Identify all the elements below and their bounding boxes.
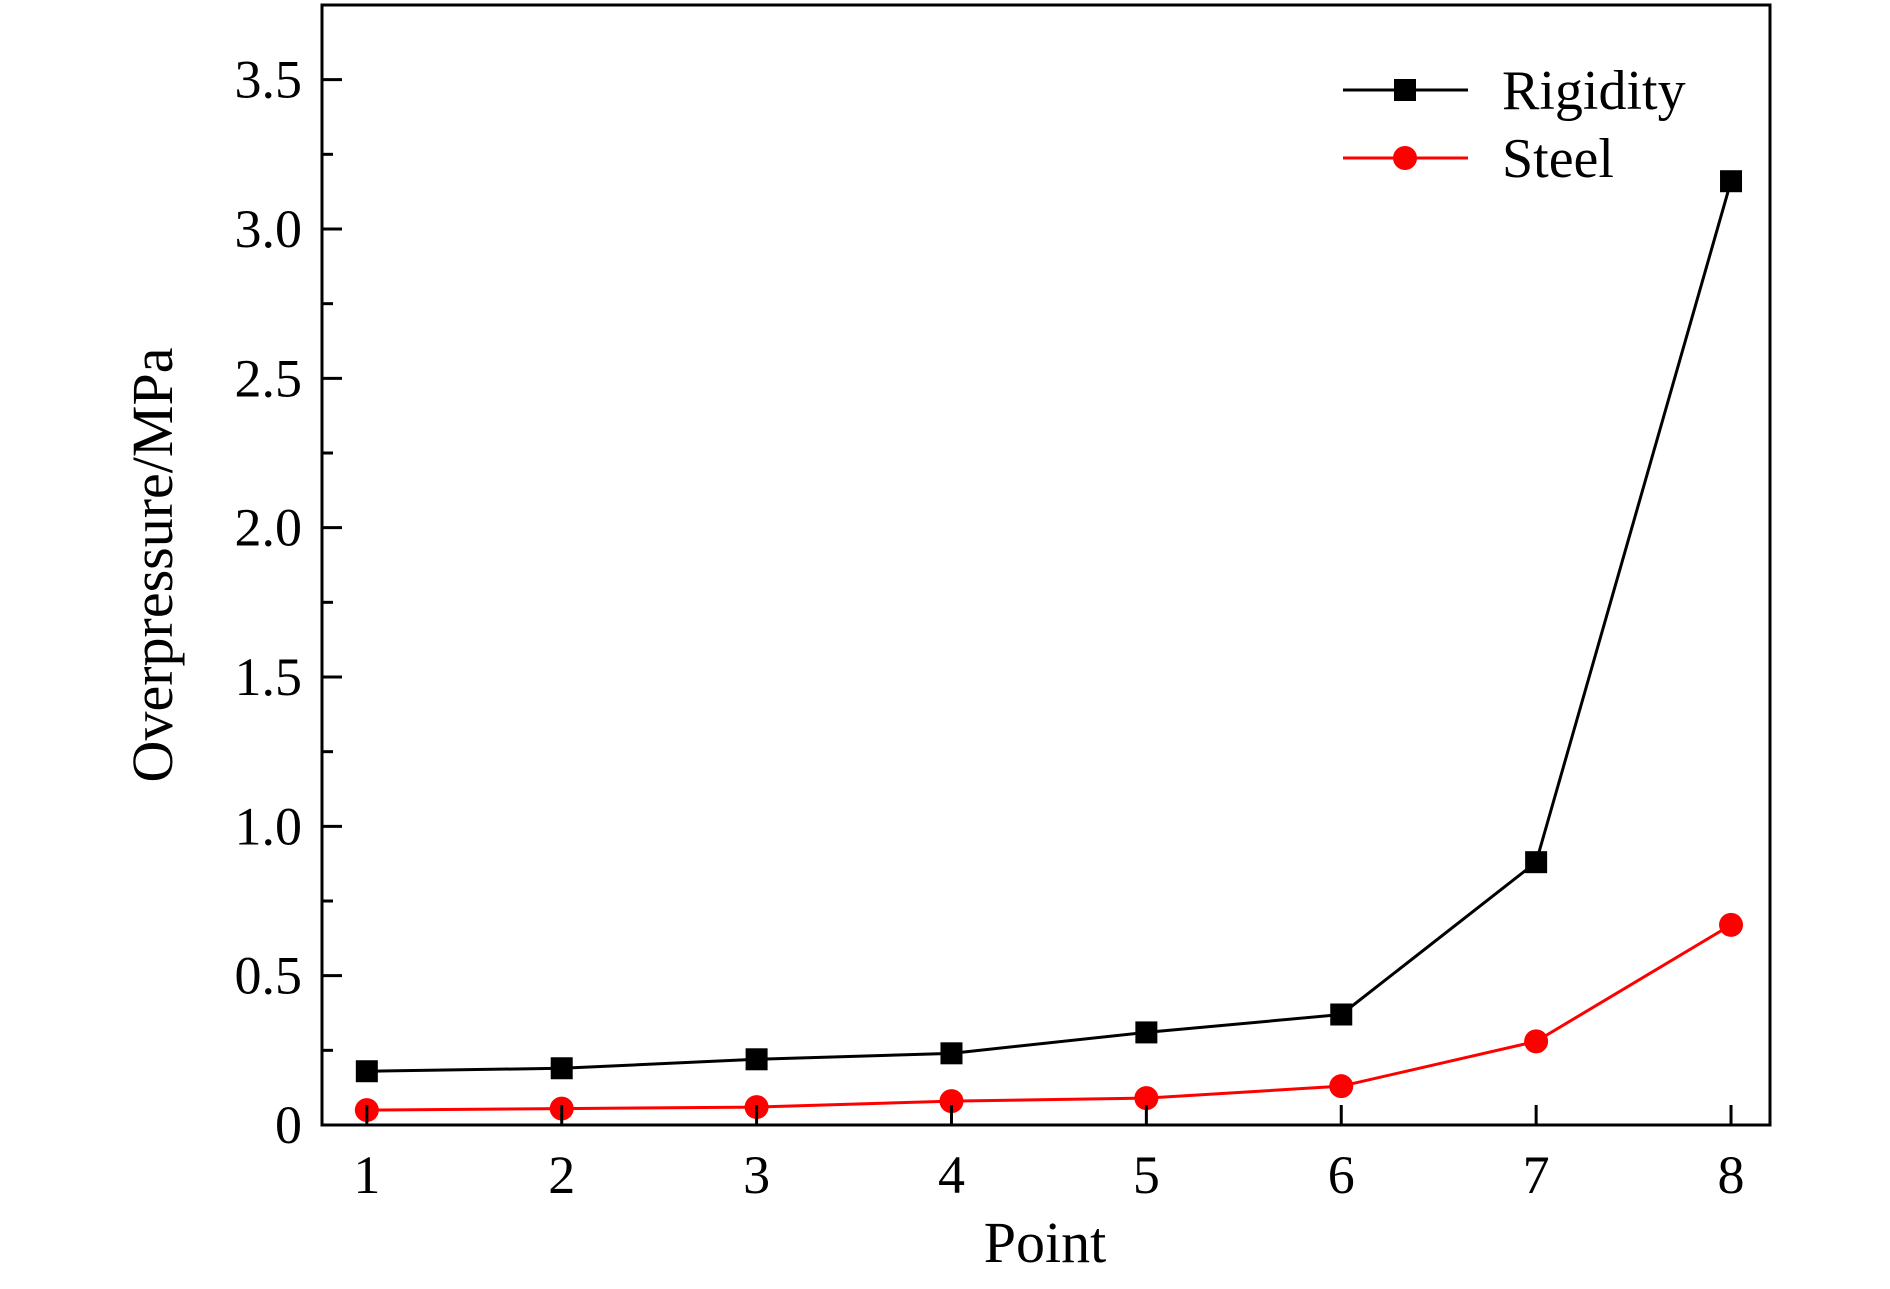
legend-marker-rigidity — [1394, 79, 1416, 101]
data-point-steel — [1134, 1086, 1159, 1111]
data-point-steel — [1329, 1074, 1354, 1099]
data-point-steel — [1719, 912, 1744, 937]
x-tick-label: 8 — [1718, 1145, 1745, 1205]
data-point-rigidity — [550, 1057, 573, 1080]
plot-frame — [320, 3, 1772, 1127]
data-point-rigidity — [1525, 851, 1548, 874]
y-tick-label: 1.5 — [235, 647, 303, 707]
data-point-rigidity — [1135, 1021, 1158, 1044]
y-tick-label: 0 — [275, 1095, 302, 1155]
legend-label-steel: Steel — [1502, 128, 1614, 190]
legend-label-rigidity: Rigidity — [1502, 60, 1686, 122]
data-point-steel — [939, 1089, 964, 1114]
x-axis-title: Point — [984, 1210, 1107, 1275]
legend-marker-steel — [1393, 146, 1417, 170]
data-point-rigidity — [1330, 1003, 1353, 1026]
x-tick-label: 3 — [743, 1145, 770, 1205]
axes: 0 0.5 1.0 1.5 2.0 2.5 3.0 3.5 1 2 3 4 5 6 7 8 — [235, 3, 1772, 1205]
data-point-rigidity — [1720, 170, 1743, 193]
data-point-rigidity — [355, 1060, 378, 1083]
data-point-steel — [1524, 1029, 1549, 1054]
x-tick-label: 1 — [353, 1145, 380, 1205]
plot-area — [354, 170, 1744, 1123]
x-tick-label: 4 — [938, 1145, 965, 1205]
y-tick-label: 1.0 — [235, 796, 303, 856]
y-tick-label: 3.5 — [235, 50, 303, 110]
x-tick-label: 5 — [1133, 1145, 1160, 1205]
data-point-rigidity — [745, 1048, 768, 1071]
y-tick-label: 2.0 — [235, 498, 303, 558]
y-axis-title: Overpressure/MPa — [120, 348, 185, 783]
x-tick-label: 6 — [1328, 1145, 1355, 1205]
data-point-rigidity — [940, 1042, 963, 1065]
series-line-steel — [366, 923, 1732, 1112]
x-tick-label: 2 — [548, 1145, 575, 1205]
x-tick-label: 7 — [1523, 1145, 1550, 1205]
y-tick-label: 3.0 — [235, 199, 303, 259]
y-tick-label: 2.5 — [235, 348, 303, 408]
y-tick-label: 0.5 — [235, 946, 303, 1006]
series-line-rigidity — [366, 180, 1733, 1073]
